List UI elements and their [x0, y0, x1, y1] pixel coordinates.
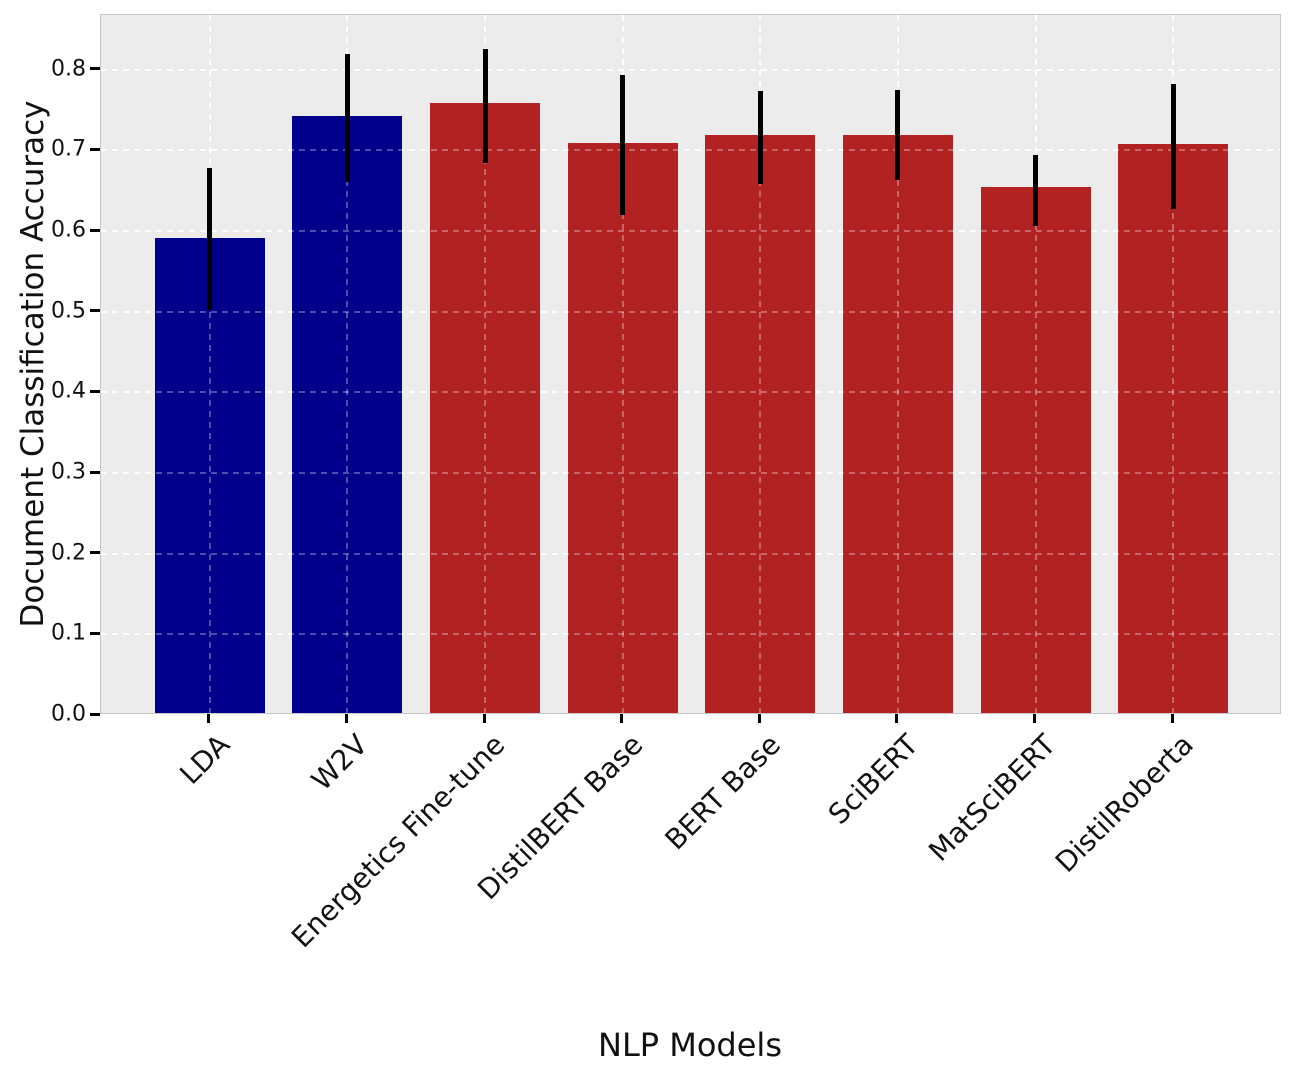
bar-distilroberta	[1118, 143, 1229, 713]
gridline-vertical	[484, 15, 487, 713]
bars-layer	[101, 15, 1280, 713]
bar-lda	[154, 238, 265, 713]
y-tick-mark	[90, 67, 100, 71]
bar-energetics-fine-tune	[429, 103, 541, 713]
gridline-vertical	[621, 15, 624, 713]
bar-scibert	[842, 134, 954, 713]
bar-w2v	[292, 116, 403, 713]
gridline-horizontal	[101, 391, 1280, 394]
gridline-horizontal	[101, 310, 1280, 313]
x-tick-label: W2V	[304, 728, 374, 798]
gridline-vertical	[1034, 15, 1037, 713]
gridline-horizontal	[101, 68, 1280, 71]
y-tick-label: 0.5	[51, 298, 86, 324]
error-bar-lda	[207, 168, 213, 311]
x-tick-label: MatSciBERT	[922, 728, 1062, 868]
gridline-horizontal	[101, 230, 1280, 233]
gridline-horizontal	[101, 149, 1280, 152]
x-tick-label: DistilRoberta	[1048, 728, 1200, 879]
bar-bert-base	[705, 134, 816, 713]
y-tick-label: 0.0	[51, 701, 86, 727]
y-tick-label: 0.2	[51, 540, 86, 566]
x-tick-mark	[482, 714, 486, 723]
gridline-horizontal	[101, 310, 1280, 313]
error-bar-distilroberta	[1170, 83, 1176, 210]
error-bar-energetics-fine-tune	[482, 48, 488, 163]
error-bar-distilbert-base	[620, 75, 626, 215]
gridline-vertical	[896, 15, 899, 713]
x-tick-mark	[344, 714, 348, 723]
gridline-horizontal	[101, 472, 1280, 475]
x-tick-mark	[620, 714, 624, 723]
gridline-horizontal	[101, 472, 1280, 475]
gridline-vertical	[759, 15, 762, 713]
error-bar-matscibert	[1033, 154, 1039, 227]
x-axis-label: NLP Models	[598, 1026, 782, 1064]
x-tick-label: SciBERT	[821, 728, 925, 831]
x-tick-mark	[1170, 714, 1174, 723]
gridlines-over-layer	[101, 15, 1280, 713]
gridline-vertical	[208, 15, 211, 713]
x-tick-label: BERT Base	[658, 728, 787, 857]
y-tick-mark	[90, 631, 100, 635]
x-tick-mark	[757, 714, 761, 723]
gridline-vertical	[1172, 15, 1175, 713]
x-tick-mark	[1033, 714, 1037, 723]
y-tick-label: 0.6	[51, 217, 86, 243]
plot-area	[100, 14, 1281, 714]
error-bars-layer	[101, 15, 1280, 713]
y-tick-label: 0.1	[51, 620, 86, 646]
bar-matscibert	[980, 187, 1091, 713]
gridline-horizontal	[101, 552, 1280, 555]
gridline-horizontal	[101, 633, 1280, 636]
x-tick-mark	[895, 714, 899, 723]
gridline-horizontal	[101, 391, 1280, 394]
y-tick-mark	[90, 712, 100, 716]
x-tick-label: LDA	[173, 728, 237, 791]
x-tick-mark	[207, 714, 211, 723]
gridline-horizontal	[101, 633, 1280, 636]
y-tick-label: 0.8	[51, 56, 86, 82]
y-tick-mark	[90, 470, 100, 474]
gridline-horizontal	[101, 149, 1280, 152]
y-tick-mark	[90, 551, 100, 555]
error-bar-w2v	[344, 53, 350, 182]
y-tick-label: 0.7	[51, 136, 86, 162]
y-tick-label: 0.4	[51, 378, 86, 404]
error-bar-bert-base	[757, 90, 763, 185]
y-tick-mark	[90, 147, 100, 151]
y-tick-mark	[90, 389, 100, 393]
gridline-horizontal	[101, 552, 1280, 555]
y-tick-label: 0.3	[51, 459, 86, 485]
gridline-horizontal	[101, 230, 1280, 233]
error-bar-scibert	[895, 90, 901, 181]
gridline-vertical	[346, 15, 349, 713]
y-tick-mark	[90, 309, 100, 313]
y-tick-mark	[90, 228, 100, 232]
bar-distilbert-base	[567, 142, 678, 713]
gridline-horizontal	[101, 68, 1280, 71]
